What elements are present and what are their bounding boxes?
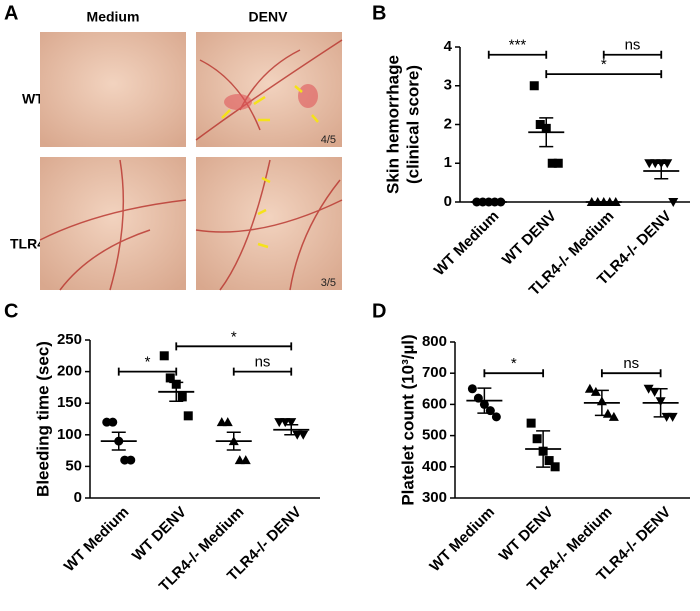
point	[298, 430, 309, 440]
x-tick-label: WT DENV	[129, 504, 190, 565]
column-header: Medium	[87, 9, 140, 25]
significance-bracket	[600, 369, 662, 378]
error-bar	[226, 431, 241, 451]
point	[165, 373, 175, 383]
column-header: DENV	[249, 9, 289, 25]
y-tick-label: 2	[444, 115, 452, 132]
point	[544, 456, 554, 466]
point	[183, 411, 193, 421]
photo	[196, 157, 342, 290]
y-tick-label: 600	[422, 395, 447, 412]
point	[532, 434, 542, 444]
point	[649, 387, 660, 397]
y-tick-label: 150	[57, 394, 82, 411]
point	[535, 120, 545, 129]
y-tick-label: 300	[422, 489, 447, 506]
y-tick-label: 400	[422, 458, 447, 475]
y-axis-title: Platelet count (10³/µl)	[398, 334, 417, 505]
point	[526, 418, 536, 428]
significance-bracket	[545, 70, 663, 79]
error-bar	[539, 117, 554, 148]
panel-label: C	[4, 300, 18, 322]
point	[240, 455, 251, 465]
significance-bracket	[232, 367, 293, 376]
error-bar	[477, 387, 492, 414]
y-tick-label: 50	[65, 457, 82, 474]
significance-label: ns	[255, 354, 271, 371]
y-tick-label: 500	[422, 427, 447, 444]
x-tick-label: WT DENV	[499, 208, 560, 269]
panel-label: B	[372, 2, 386, 24]
y-axis-title: Skin hemorrhage	[383, 55, 402, 194]
y-tick-label: 4	[444, 38, 453, 55]
significance-label: *	[231, 328, 237, 345]
point	[467, 384, 477, 394]
significance-bracket	[487, 50, 548, 59]
y-tick-label: 0	[444, 193, 452, 210]
error-bar	[536, 430, 551, 468]
y-tick-label: 3	[444, 77, 452, 94]
significance-label: ***	[509, 37, 527, 54]
y-tick-label: 700	[422, 364, 447, 381]
point	[584, 383, 595, 393]
row-header: WT	[22, 91, 44, 107]
panel-label: A	[4, 2, 18, 24]
error-bar	[594, 389, 609, 417]
significance-bracket	[117, 367, 178, 376]
point	[108, 417, 118, 427]
point	[159, 351, 169, 361]
point	[126, 455, 136, 465]
point	[222, 417, 233, 427]
significance-bracket	[175, 342, 293, 351]
significance-label: *	[601, 56, 607, 73]
y-axis-title: Bleeding time (sec)	[33, 341, 52, 497]
x-tick-label: WT Medium	[61, 504, 133, 576]
point	[668, 198, 679, 207]
error-bar	[111, 431, 126, 451]
x-tick-label: WT DENV	[496, 504, 557, 565]
photo	[196, 32, 342, 147]
y-axis-title: (clinical score)	[403, 65, 422, 184]
y-tick-label: 0	[74, 489, 82, 506]
point	[550, 462, 560, 472]
x-tick-label: WT Medium	[426, 504, 498, 576]
point	[553, 158, 563, 168]
point	[547, 158, 557, 168]
point	[590, 386, 601, 396]
y-tick-label: 200	[57, 363, 82, 380]
x-tick-label: WT Medium	[431, 208, 503, 280]
point	[286, 418, 297, 428]
significance-bracket	[483, 369, 545, 378]
y-tick-label: 100	[57, 426, 82, 443]
point	[608, 411, 619, 421]
point	[643, 384, 654, 394]
photo	[40, 32, 186, 147]
error-bar	[653, 388, 668, 418]
significance-label: ns	[625, 37, 641, 54]
error-bar	[284, 423, 299, 436]
significance-label: *	[145, 354, 151, 371]
y-tick-label: 800	[422, 333, 447, 350]
significance-bracket	[602, 50, 663, 59]
significance-label: ns	[623, 355, 639, 372]
y-tick-label: 250	[57, 331, 82, 348]
score: 3/5	[321, 277, 336, 289]
score: 4/5	[321, 134, 336, 146]
panel-a: A Medium DENV WT TLR4-/- 4/5 3/5	[4, 2, 343, 291]
arrows	[221, 85, 319, 249]
point	[177, 392, 187, 402]
point	[529, 81, 539, 91]
error-bar	[169, 381, 184, 403]
point	[491, 412, 501, 422]
significance-label: *	[511, 355, 517, 372]
photo	[40, 157, 186, 290]
y-tick-label: 1	[444, 154, 452, 171]
hemorrhage	[224, 84, 318, 110]
panel-label: D	[372, 300, 386, 322]
error-bar	[654, 162, 669, 180]
point	[667, 412, 678, 422]
